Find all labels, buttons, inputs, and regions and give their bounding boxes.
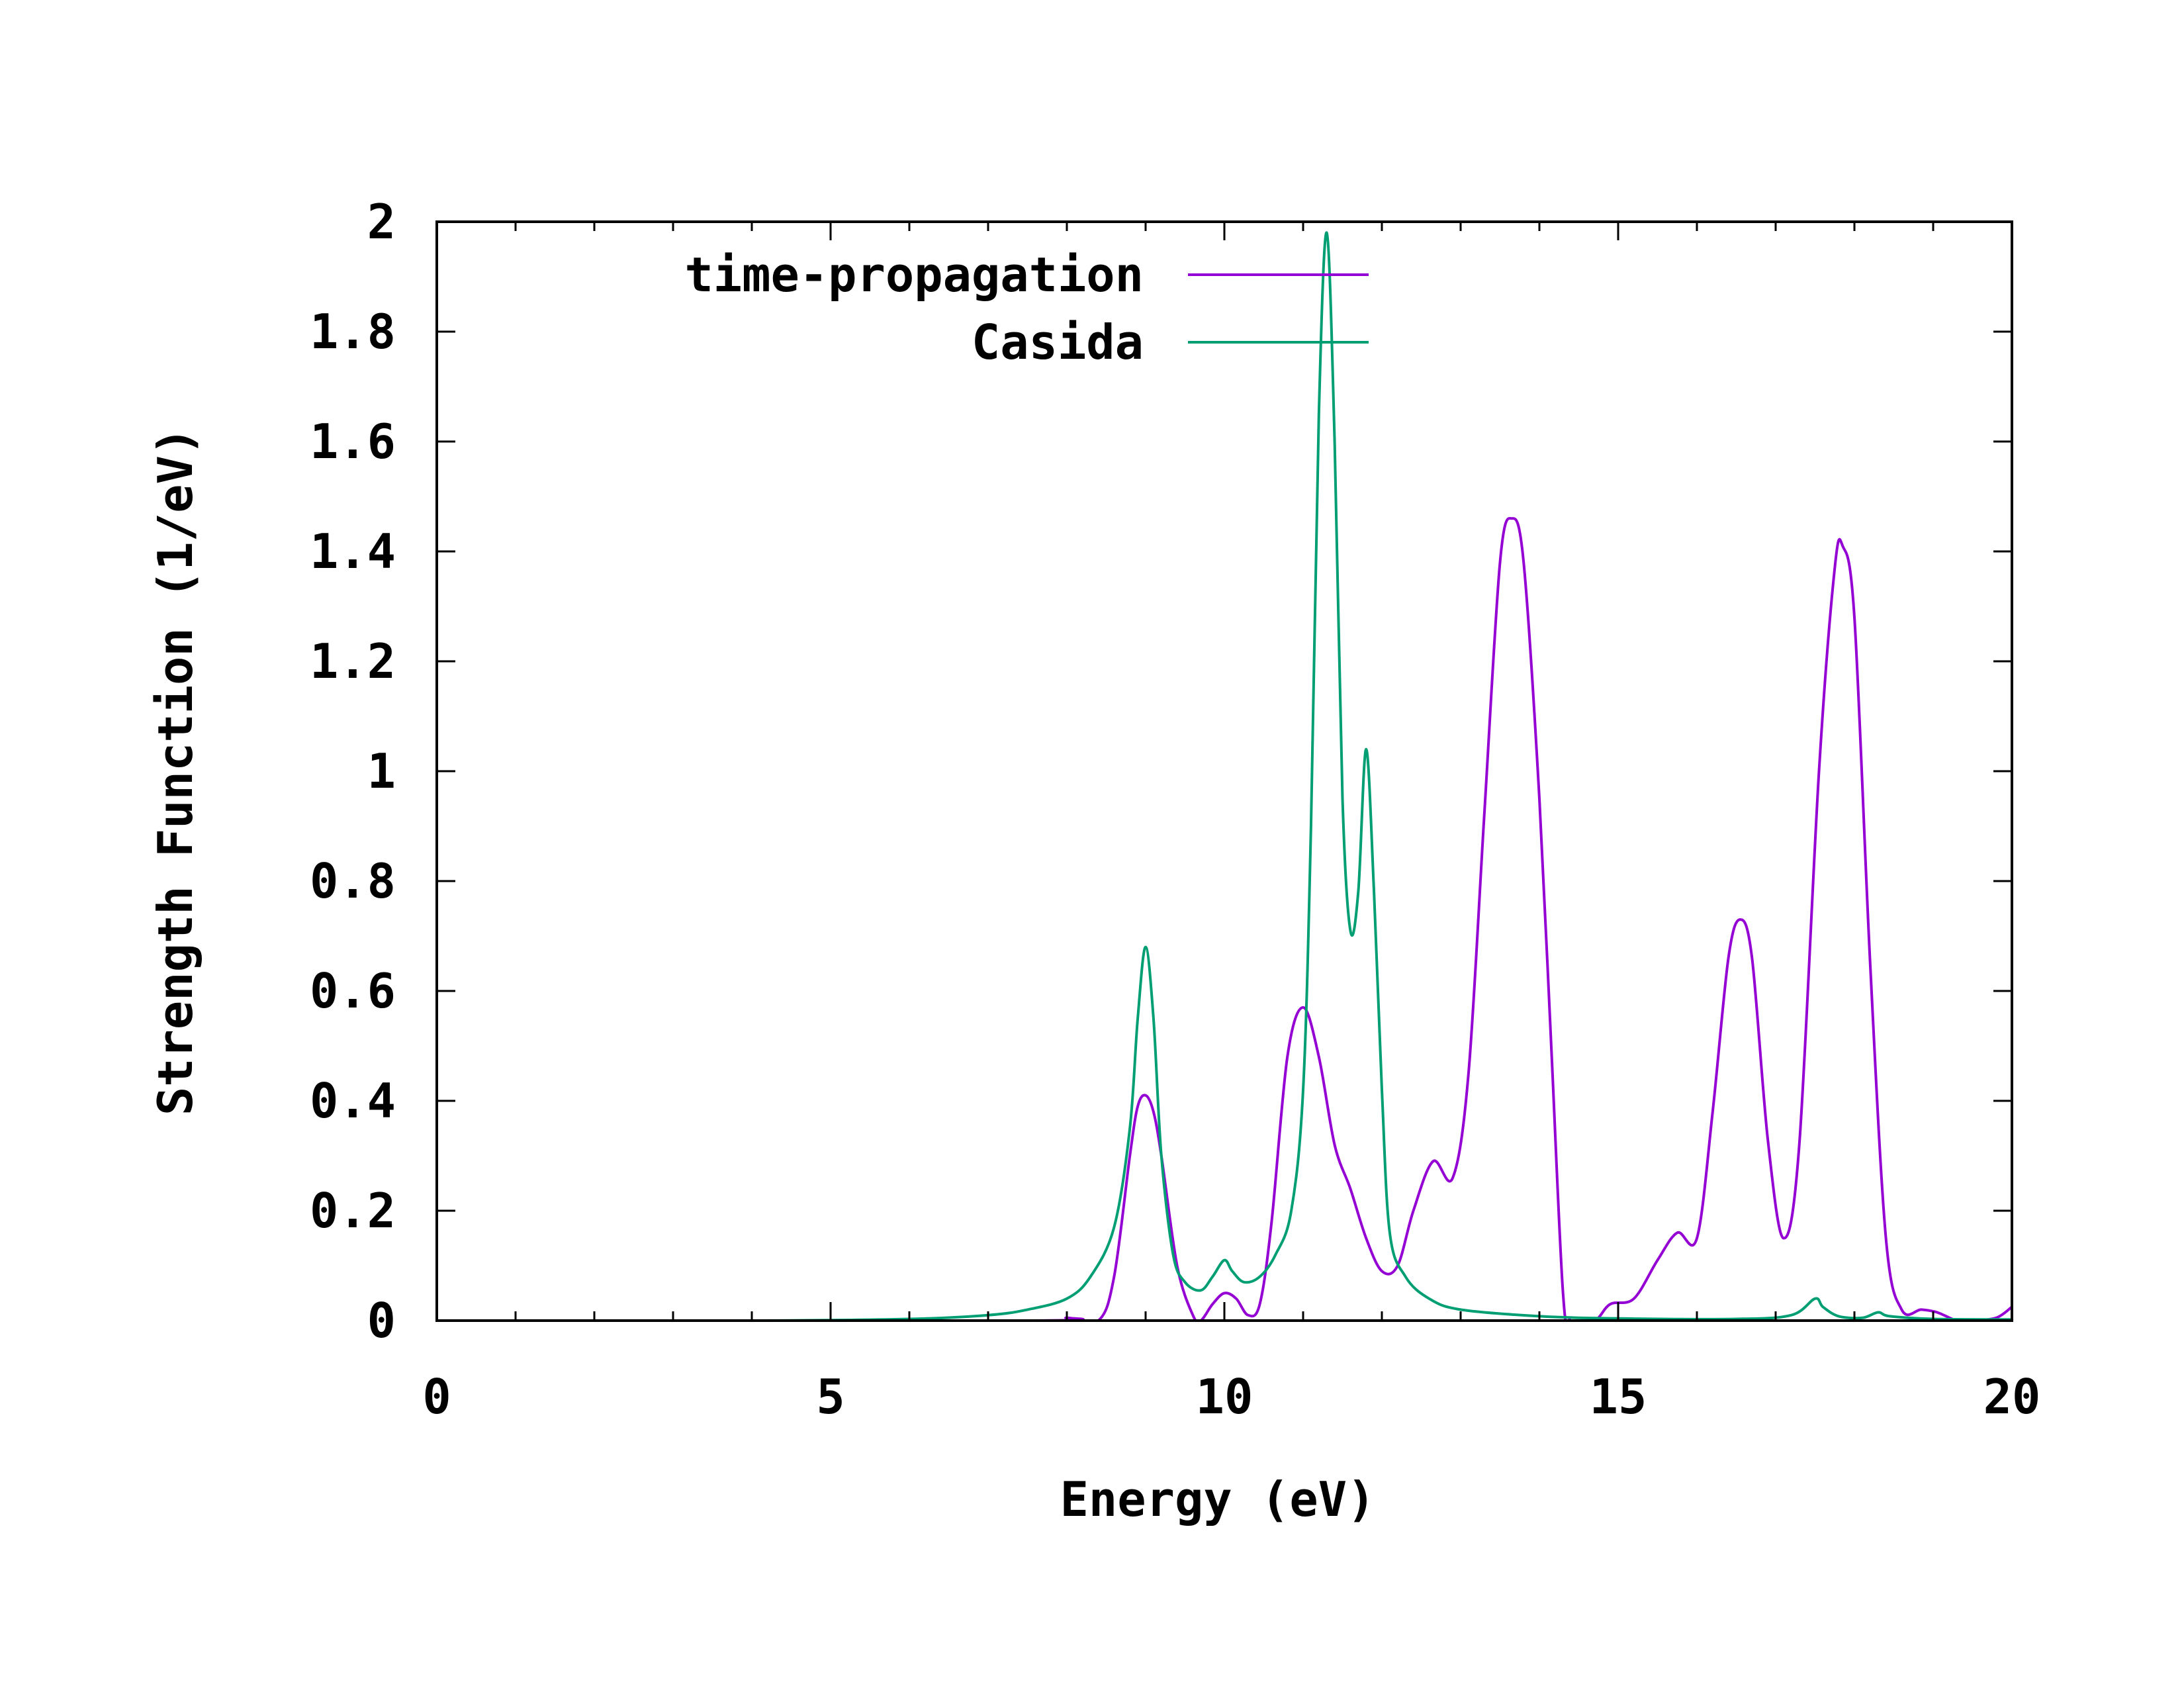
plot-frame	[435, 220, 2013, 1322]
x-tick-label: 5	[816, 1369, 844, 1425]
y-tick-label: 1.8	[310, 304, 396, 359]
x-tick-label: 20	[1983, 1369, 2041, 1425]
series-layer	[437, 231, 2012, 1321]
series-line-time-propagation	[437, 516, 2012, 1321]
y-tick-label: 1.2	[310, 633, 396, 689]
y-tick-label: 1.6	[310, 414, 396, 469]
x-tick-label: 10	[1196, 1369, 1253, 1425]
legend: time-propagation Casida	[684, 247, 1369, 370]
y-tick-label: 1	[367, 743, 396, 799]
x-axis-title: Energy (eV)	[1060, 1472, 1376, 1527]
y-tick-label: 0.4	[310, 1073, 396, 1129]
y-tick-label: 0.6	[310, 963, 396, 1019]
y-axis-title: Strength Function (1/eV)	[148, 427, 203, 1115]
y-tick-label: 0	[367, 1293, 396, 1348]
y-tick-label: 1.4	[310, 524, 396, 579]
series-line-casida	[437, 231, 2012, 1321]
legend-label-time-propagation: time-propagation	[684, 247, 1144, 303]
x-tick-label: 15	[1590, 1369, 1647, 1425]
ticks-layer	[435, 220, 2013, 1322]
tick-labels-layer: 00.20.40.60.811.21.41.61.820 5 10 15 20	[310, 194, 2040, 1425]
x-tick-label: 0	[422, 1369, 451, 1425]
legend-label-casida: Casida	[972, 314, 1144, 370]
y-tick-label: 0.2	[310, 1183, 396, 1239]
y-tick-label: 0.8	[310, 853, 396, 909]
y-tick-label: 2	[367, 194, 396, 250]
